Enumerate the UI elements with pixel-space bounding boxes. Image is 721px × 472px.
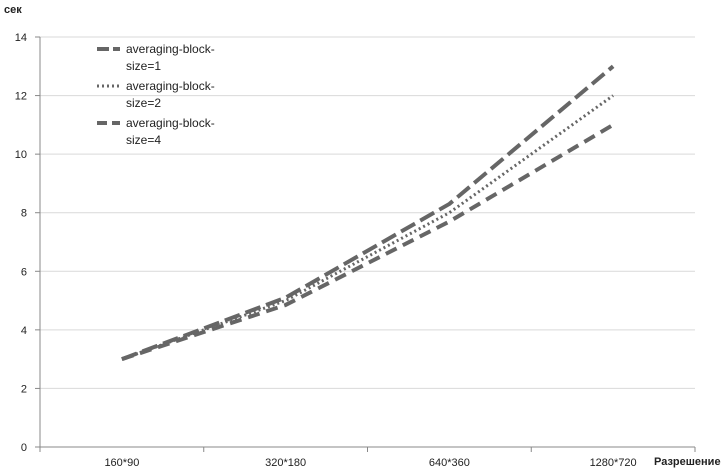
- series-line-1: [121, 64, 615, 362]
- series-lines: [121, 64, 615, 362]
- data-point: [613, 95, 614, 96]
- x-axis-title: Разрешение: [654, 456, 721, 468]
- legend-label: averaging-block-: [126, 42, 215, 56]
- x-tick-label: 1280*720: [590, 457, 637, 469]
- data-point: [121, 359, 122, 360]
- data-point: [613, 66, 614, 67]
- data-point: [285, 300, 286, 301]
- legend-label: size=4: [126, 133, 161, 147]
- legend-label: averaging-block-: [126, 79, 215, 93]
- y-tick-label: 2: [21, 383, 27, 395]
- y-tick-label: 8: [21, 208, 27, 220]
- y-tick-label: 14: [15, 32, 27, 44]
- x-tick-label: 320*180: [265, 457, 306, 469]
- legend-label: size=1: [126, 59, 161, 73]
- data-point: [285, 304, 286, 305]
- legend-label: size=2: [126, 96, 161, 110]
- data-point: [449, 212, 450, 213]
- y-tick-label: 0: [21, 442, 27, 454]
- series-line-3: [121, 123, 615, 362]
- legend-label: averaging-block-: [126, 116, 215, 130]
- data-point: [285, 297, 286, 298]
- y-tick-label: 10: [15, 149, 27, 161]
- y-tick-label: 4: [21, 325, 27, 337]
- y-tick-label: 6: [21, 266, 27, 278]
- legend: averaging-block-size=1 averaging-block-si…: [97, 42, 215, 147]
- y-axis-title: сек: [4, 4, 22, 16]
- x-tick-label: 160*90: [104, 457, 139, 469]
- data-point: [449, 203, 450, 204]
- series-line-2: [121, 94, 614, 361]
- axes: 0 2 4 6 8 10 12 14 160*90 320*180 640*360 1280*720: [15, 32, 696, 469]
- data-point: [449, 221, 450, 222]
- grid-lines: [40, 36, 695, 389]
- data-point: [613, 124, 614, 125]
- x-tick-label: 640*360: [429, 457, 470, 469]
- y-tick-label: 12: [15, 91, 27, 103]
